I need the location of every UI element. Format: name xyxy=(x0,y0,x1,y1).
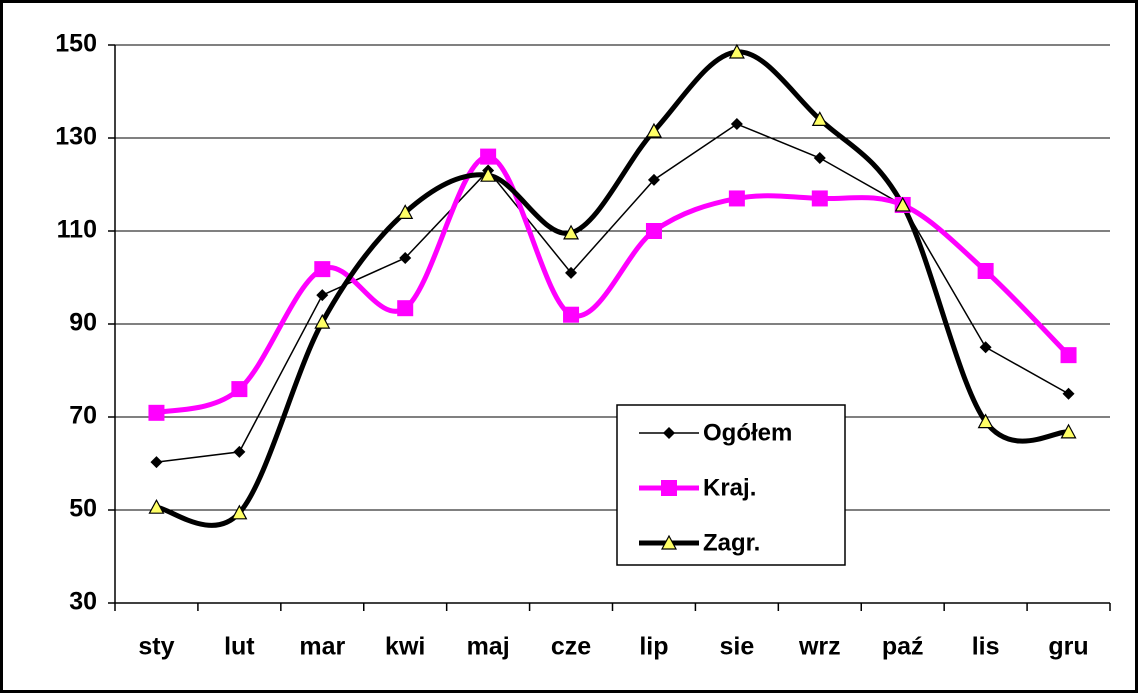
marker xyxy=(563,306,580,323)
marker xyxy=(1060,347,1077,364)
x-tick-label: sie xyxy=(719,633,754,661)
y-tick-label: 110 xyxy=(57,216,97,244)
marker xyxy=(150,456,163,469)
y-tick-label: 30 xyxy=(69,588,97,616)
marker xyxy=(148,404,165,421)
series-line xyxy=(155,49,1069,528)
marker xyxy=(645,223,662,239)
marker xyxy=(811,111,828,126)
y-tick-label: 130 xyxy=(55,123,97,151)
marker xyxy=(811,190,828,207)
x-tick-label: sty xyxy=(138,633,174,661)
marker xyxy=(316,289,329,302)
x-tick-label: kwi xyxy=(385,633,425,661)
marker xyxy=(565,266,578,279)
marker xyxy=(231,381,248,398)
x-tick-label: cze xyxy=(551,633,591,661)
marker xyxy=(663,427,675,439)
marker xyxy=(894,196,911,212)
y-tick-label: 50 xyxy=(69,495,97,523)
marker xyxy=(661,480,677,496)
y-tick-label: 90 xyxy=(69,309,97,337)
x-tick-label: lip xyxy=(639,633,668,661)
marker xyxy=(813,151,826,164)
marker xyxy=(645,122,662,138)
marker xyxy=(1060,423,1077,439)
series-line xyxy=(156,123,1069,463)
marker xyxy=(730,118,743,131)
marker xyxy=(1062,387,1075,400)
y-tick-label: 70 xyxy=(69,402,97,430)
marker xyxy=(660,534,678,550)
marker xyxy=(148,498,165,514)
marker xyxy=(314,261,331,278)
marker xyxy=(480,148,497,165)
legend-label: Kraj. xyxy=(703,474,756,501)
x-tick-label: gru xyxy=(1048,633,1088,661)
marker xyxy=(977,413,994,429)
marker xyxy=(728,43,745,59)
x-tick-label: maj xyxy=(467,633,510,661)
x-tick-label: paź xyxy=(882,633,924,661)
marker xyxy=(231,504,248,520)
marker xyxy=(399,251,412,264)
x-tick-label: mar xyxy=(299,633,345,661)
legend: Ogółem Kraj. Zagr. xyxy=(616,404,846,566)
y-tick-label: 150 xyxy=(55,30,97,58)
marker xyxy=(397,300,414,317)
marker xyxy=(233,445,246,458)
marker xyxy=(977,262,994,279)
marker xyxy=(647,173,660,186)
legend-box xyxy=(616,404,846,566)
marker xyxy=(480,166,497,182)
marker xyxy=(728,190,745,207)
marker xyxy=(397,204,414,219)
x-tick-label: wrz xyxy=(798,633,841,661)
x-tick-label: lis xyxy=(972,633,1000,661)
marker xyxy=(563,224,580,240)
marker xyxy=(979,341,992,354)
legend-label: Zagr. xyxy=(703,529,760,556)
marker xyxy=(314,313,331,329)
x-tick-label: lut xyxy=(224,633,255,661)
legend-label: Ogółem xyxy=(703,419,792,446)
